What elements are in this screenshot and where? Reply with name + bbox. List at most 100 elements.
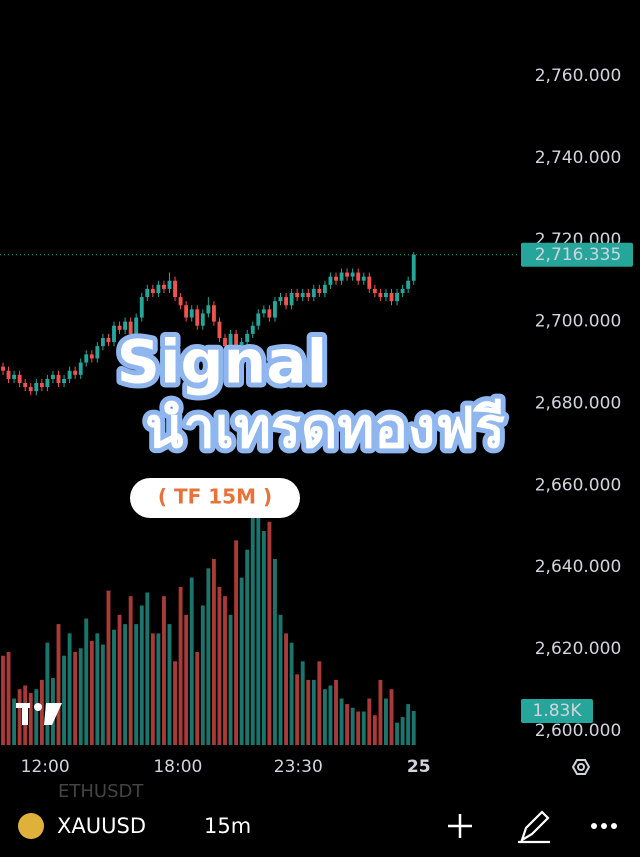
overlay: Signal นำเทรดทองฟรี ( TF 15M ) bbox=[112, 323, 510, 518]
candle-body bbox=[339, 272, 344, 281]
plot: 2,760.0002,740.0002,720.0002,700.0002,68… bbox=[0, 66, 633, 777]
volume-bar bbox=[128, 596, 133, 745]
volume-bar bbox=[28, 692, 33, 745]
candle-body bbox=[367, 276, 372, 289]
candle-body bbox=[228, 333, 233, 347]
volume-bar bbox=[239, 577, 244, 745]
candle-body bbox=[406, 280, 411, 289]
candle-body bbox=[306, 292, 311, 298]
volume-bar bbox=[400, 717, 405, 745]
candle-body bbox=[345, 272, 350, 277]
candle-body bbox=[395, 292, 400, 302]
y-tick-label: 2,620.000 bbox=[535, 639, 622, 659]
candle-body bbox=[389, 292, 394, 302]
candle-body bbox=[1, 366, 5, 371]
volume-bar bbox=[62, 655, 66, 745]
volume-bar bbox=[245, 549, 250, 745]
volume-bar bbox=[350, 707, 355, 745]
volume-bar bbox=[95, 633, 100, 745]
candle-body bbox=[84, 354, 89, 363]
candle-body bbox=[295, 292, 300, 298]
volume-bar bbox=[150, 633, 155, 745]
draw-button[interactable] bbox=[518, 810, 550, 844]
candle-body bbox=[78, 362, 83, 375]
candle-body bbox=[123, 321, 128, 330]
candle-body bbox=[39, 383, 44, 388]
volume-bar bbox=[167, 624, 172, 745]
candle-body bbox=[245, 333, 250, 343]
candle-body bbox=[261, 309, 266, 314]
volume-bar bbox=[67, 633, 72, 745]
volume-bar bbox=[211, 558, 216, 745]
volume-bar bbox=[339, 698, 344, 745]
interval[interactable]: 15m bbox=[204, 814, 251, 838]
volume-bar bbox=[384, 698, 388, 745]
volume-bar bbox=[100, 644, 105, 745]
volume-bar bbox=[78, 648, 83, 745]
candle-body bbox=[400, 288, 405, 293]
candle-body bbox=[45, 378, 50, 388]
settings-icon[interactable] bbox=[571, 759, 591, 775]
candle-body bbox=[322, 284, 327, 293]
volume-bar bbox=[206, 568, 211, 745]
candle-body bbox=[12, 374, 17, 379]
volume-bar bbox=[334, 679, 338, 745]
y-tick-label: 2,680.000 bbox=[535, 393, 622, 413]
candle-body bbox=[73, 370, 78, 375]
volume-bar bbox=[378, 679, 383, 745]
volume-bar bbox=[56, 624, 61, 745]
volume-bar bbox=[156, 633, 161, 745]
candle-body bbox=[23, 383, 28, 388]
volume-bar bbox=[328, 685, 333, 745]
volume-bar bbox=[12, 698, 17, 745]
candle-body bbox=[178, 297, 183, 306]
volume-bar bbox=[200, 605, 205, 745]
candle-body bbox=[300, 292, 305, 298]
more-button[interactable] bbox=[591, 823, 617, 829]
volume-bar bbox=[395, 722, 400, 745]
candle-body bbox=[106, 337, 111, 343]
volume-bar bbox=[389, 689, 394, 745]
overlay-subtitle: นำเทรดทองฟรี bbox=[145, 396, 505, 461]
candle-body bbox=[200, 313, 205, 326]
volume-bar bbox=[273, 558, 277, 745]
x-tick-label: 25 bbox=[407, 757, 431, 777]
y-tick-label: 2,740.000 bbox=[535, 148, 622, 168]
volume-bar bbox=[284, 633, 289, 745]
candle-body bbox=[150, 288, 155, 293]
candle-body bbox=[100, 337, 105, 347]
candle-body bbox=[334, 276, 338, 281]
volume-bar bbox=[162, 596, 166, 745]
candle-body bbox=[95, 346, 100, 359]
volume-bar bbox=[112, 629, 116, 745]
candle-body bbox=[117, 325, 122, 330]
volume-bar bbox=[84, 618, 89, 745]
last-volume-box bbox=[521, 699, 593, 723]
x-tick-label: 18:00 bbox=[153, 757, 202, 777]
volume-bar bbox=[411, 710, 416, 745]
volume-bar bbox=[117, 614, 122, 745]
volume-bar bbox=[322, 689, 327, 745]
candle-body bbox=[173, 280, 177, 298]
candle-body bbox=[145, 288, 150, 298]
candle-body bbox=[17, 374, 22, 384]
candle-body bbox=[89, 354, 94, 359]
add-button[interactable] bbox=[448, 814, 472, 838]
volume-bar bbox=[17, 689, 22, 745]
candle-body bbox=[311, 288, 316, 298]
last-volume-label: 1.83K bbox=[533, 701, 583, 721]
volume-bar bbox=[223, 596, 227, 745]
candle-body bbox=[223, 337, 227, 347]
y-tick-label: 2,640.000 bbox=[535, 557, 622, 577]
candle-body bbox=[67, 370, 72, 379]
volume-bar bbox=[184, 614, 189, 745]
volume-bar bbox=[39, 679, 44, 745]
candle-body bbox=[217, 321, 222, 338]
symbol[interactable]: XAUUSD bbox=[57, 814, 146, 838]
last-price-label: 2,716.335 bbox=[535, 245, 622, 265]
volume-bar bbox=[228, 614, 233, 745]
candle-body bbox=[350, 272, 355, 277]
volume-bar bbox=[261, 531, 266, 745]
candle-body bbox=[278, 297, 283, 302]
